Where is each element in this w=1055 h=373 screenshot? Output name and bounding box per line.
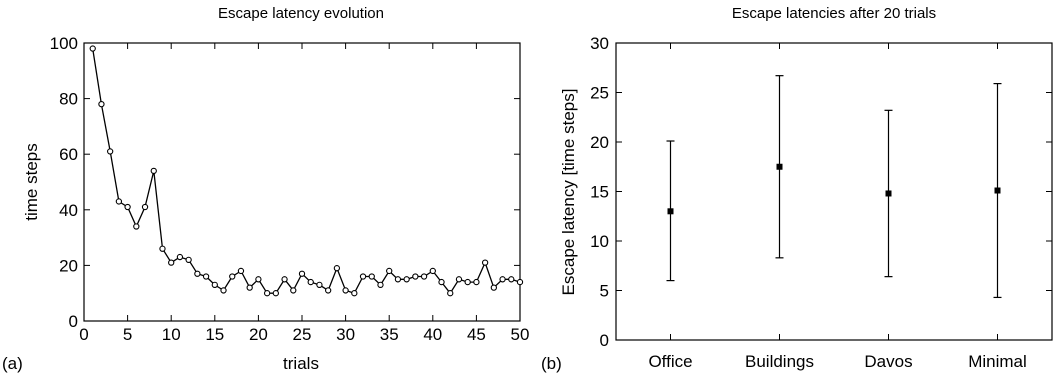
a-point-48: [508, 276, 515, 283]
a-point-42: [455, 276, 463, 283]
a-xtick-label-5: 25: [293, 325, 312, 344]
a-point-19: [255, 276, 262, 283]
b-ytick-label-3: 15: [590, 183, 609, 202]
a-point-4: [124, 203, 131, 211]
a-point-14: [211, 281, 218, 289]
b-mean-marker-2: [885, 190, 892, 197]
a-ytick-label-1: 20: [59, 256, 78, 275]
panel-b-errorbar-chart: Escape latencies after 20 trials 0 5 10 15 2…: [541, 5, 1053, 373]
a-point-13: [202, 273, 210, 280]
a-xtick-label-7: 35: [380, 325, 399, 344]
a-ytick-label-0: 0: [69, 312, 78, 331]
b-mean-marker-3: [994, 187, 1001, 194]
a-xtick-label-0: 0: [79, 325, 88, 344]
a-xtick-label-9: 45: [467, 325, 486, 344]
a-point-8: [159, 245, 166, 252]
a-xtick-label-3: 15: [205, 325, 224, 344]
a-point-11: [185, 256, 192, 263]
a-point-35: [394, 276, 402, 283]
a-point-23: [290, 287, 297, 294]
panel-b-label: (b): [541, 354, 562, 373]
a-point-27: [325, 287, 332, 294]
b-ytick-label-4: 20: [590, 133, 609, 152]
a-point-7: [150, 167, 157, 175]
a-point-18: [246, 284, 253, 291]
b-category-label-3: Minimal: [968, 352, 1027, 371]
a-point-26: [316, 281, 323, 289]
b-mean-marker-1: [776, 163, 783, 170]
a-point-47: [499, 276, 506, 283]
a-point-21: [272, 290, 279, 297]
b-ytick-label-5: 25: [590, 84, 609, 103]
a-point-36: [403, 276, 410, 283]
a-point-24: [298, 270, 306, 277]
a-point-31: [359, 273, 367, 280]
a-point-28: [333, 265, 341, 272]
a-ytick-label-2: 40: [59, 201, 78, 220]
b-ytick-label-0: 0: [600, 331, 609, 350]
b-mean-marker-0: [667, 208, 674, 215]
b-category-label-1: Buildings: [745, 352, 814, 371]
a-point-15: [220, 287, 227, 294]
a-point-9: [168, 259, 175, 266]
a-point-40: [438, 278, 445, 286]
panel-b-ylabel: Escape latency [time steps]: [559, 89, 578, 296]
b-category-label-2: Davos: [864, 352, 912, 371]
panel-b-plot-frame: [615, 42, 1053, 341]
a-point-44: [473, 278, 480, 286]
b-category-label-0: Office: [648, 352, 692, 371]
a-xtick-label-1: 5: [123, 325, 132, 344]
a-point-3: [115, 198, 123, 205]
a-point-16: [229, 273, 236, 280]
a-point-17: [237, 267, 245, 275]
a-point-32: [368, 273, 375, 280]
a-point-41: [447, 290, 454, 297]
b-ytick-label-6: 30: [590, 34, 609, 53]
a-point-38: [420, 273, 428, 280]
a-point-1: [98, 101, 105, 108]
panel-b-ticks: 0 5 10 15 20 25 30 Office Buildings Davos Minimal: [590, 34, 1052, 371]
panel-a-points: [89, 45, 524, 297]
a-point-45: [481, 259, 489, 266]
a-ytick-label-5: 100: [50, 34, 78, 53]
a-ytick-label-3: 60: [59, 145, 78, 164]
panel-a-title: Escape latency evolution: [218, 5, 384, 22]
panel-a-ylabel: time steps: [22, 143, 41, 220]
panel-a-label: (a): [2, 354, 23, 373]
panel-b-error-bars: [666, 75, 1002, 299]
a-point-37: [412, 273, 419, 280]
a-point-43: [464, 278, 471, 286]
panel-a-plot-frame: [83, 42, 521, 322]
panel-b-title: Escape latencies after 20 trials: [732, 5, 936, 22]
a-xtick-label-6: 30: [336, 325, 355, 344]
panel-a-line-chart: Escape latency evolution 0 5 10 15 20 25 30 35 4…: [2, 5, 529, 373]
a-point-46: [490, 284, 497, 291]
a-point-29: [342, 287, 349, 294]
a-point-10: [176, 253, 184, 261]
panel-a-xlabel: trials: [283, 354, 319, 373]
a-point-49: [516, 278, 524, 286]
a-xtick-label-2: 10: [162, 325, 181, 344]
a-xtick-label-10: 50: [511, 325, 530, 344]
panel-a-ticks: 0 5 10 15 20 25 30 35 40 45 50 0 20 40 60 80 100: [50, 34, 530, 344]
a-ytick-label-4: 80: [59, 90, 78, 109]
a-point-39: [429, 267, 436, 275]
a-point-0: [89, 45, 96, 52]
a-point-6: [141, 203, 149, 211]
a-point-5: [133, 223, 140, 230]
a-point-12: [194, 270, 201, 277]
a-xtick-label-4: 20: [249, 325, 268, 344]
a-point-22: [281, 276, 288, 283]
a-point-34: [386, 267, 393, 275]
a-point-30: [351, 290, 358, 297]
a-point-33: [377, 281, 384, 289]
b-ytick-label-2: 10: [590, 232, 609, 251]
b-ytick-label-1: 5: [600, 282, 609, 301]
a-point-20: [263, 290, 271, 297]
a-xtick-label-8: 40: [423, 325, 442, 344]
a-point-2: [107, 148, 114, 155]
a-point-25: [307, 278, 314, 286]
